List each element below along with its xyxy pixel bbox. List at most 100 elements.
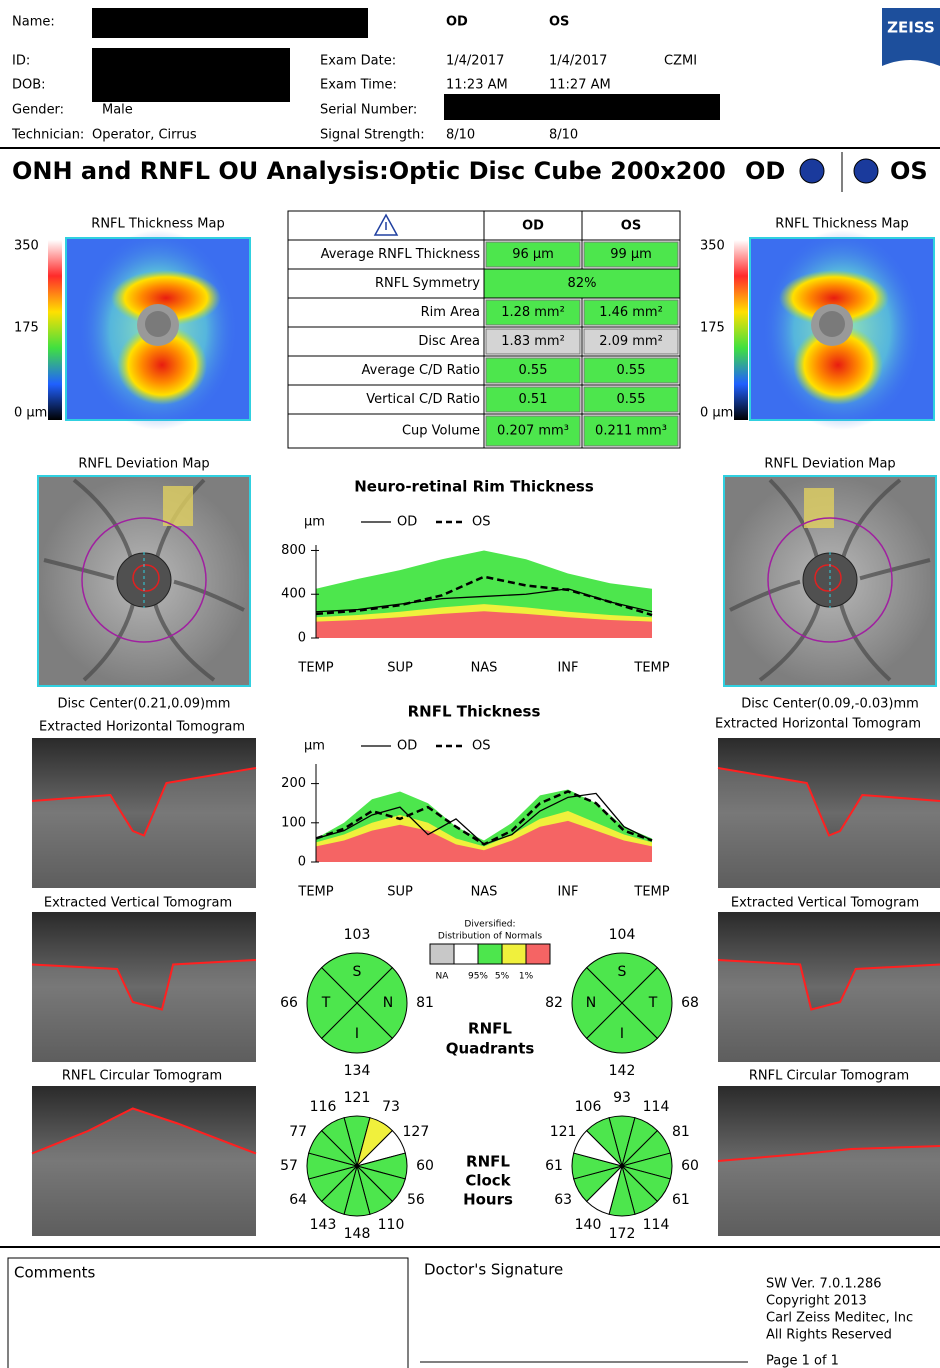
label: 350 xyxy=(700,239,725,254)
clock-value: 172 xyxy=(609,1226,636,1242)
label: 96 µm xyxy=(512,247,554,262)
label: Carl Zeiss Meditec, Inc xyxy=(766,1311,913,1326)
label: RNFL Thickness Map xyxy=(91,217,224,232)
x-tick-label: INF xyxy=(557,885,578,900)
color-scale xyxy=(48,240,62,420)
label: Average RNFL Thickness xyxy=(321,247,481,262)
legend-swatch xyxy=(502,944,526,964)
label: All Rights Reserved xyxy=(766,1328,892,1343)
quadrant-value: 68 xyxy=(681,995,699,1011)
label: 8/10 xyxy=(446,128,475,143)
label: 0.211 mm³ xyxy=(595,424,667,439)
disc xyxy=(117,553,171,607)
label: RNFL xyxy=(468,1020,512,1038)
label: 0.55 xyxy=(519,363,548,378)
clock-value: 61 xyxy=(672,1192,690,1208)
label: CZMI xyxy=(664,54,697,69)
label: Clock xyxy=(465,1172,511,1190)
label: Vertical C/D Ratio xyxy=(366,392,480,407)
clock-value: 114 xyxy=(643,1099,670,1115)
clock-value: 127 xyxy=(403,1124,430,1140)
label: 0.207 mm³ xyxy=(497,424,569,439)
label: ID: xyxy=(12,54,30,69)
label: 0.55 xyxy=(617,392,646,407)
label: RNFL Deviation Map xyxy=(764,457,895,472)
eye-dot xyxy=(854,159,878,183)
label: 175 xyxy=(700,321,725,336)
label: NA xyxy=(436,972,450,982)
clock-value: 93 xyxy=(613,1090,631,1106)
clock-value: 73 xyxy=(382,1099,400,1115)
label: Average C/D Ratio xyxy=(362,363,481,378)
label: Extracted Vertical Tomogram xyxy=(44,896,232,911)
color-scale xyxy=(734,240,748,420)
y-unit: µm xyxy=(304,515,325,530)
quadrant-letter: I xyxy=(355,1026,359,1042)
clock-value: 121 xyxy=(344,1090,371,1106)
label: RNFL Deviation Map xyxy=(78,457,209,472)
legend-label: OD xyxy=(397,739,417,754)
label: RNFL Circular Tomogram xyxy=(749,1069,909,1084)
clock-value: 64 xyxy=(289,1192,307,1208)
label: 5% xyxy=(495,972,510,982)
label: Technician: xyxy=(11,128,84,143)
clock-value: 60 xyxy=(416,1158,434,1174)
label: Extracted Horizontal Tomogram xyxy=(39,720,245,735)
quadrant-letter: T xyxy=(321,995,331,1011)
clock-value: 61 xyxy=(545,1158,563,1174)
label: 0.55 xyxy=(617,363,646,378)
label: Disc Center(0.21,0.09)mm xyxy=(58,697,231,712)
label: SW Ver. 7.0.1.286 xyxy=(766,1277,882,1292)
label: OS xyxy=(621,219,641,234)
quadrant-value: 82 xyxy=(545,995,563,1011)
label: Disc Center(0.09,-0.03)mm xyxy=(741,697,919,712)
x-tick-label: TEMP xyxy=(297,661,333,676)
quadrant-letter: N xyxy=(586,995,596,1011)
y-tick-label: 0 xyxy=(298,855,306,870)
label: RNFL Thickness Map xyxy=(775,217,908,232)
label: Extracted Vertical Tomogram xyxy=(731,896,919,911)
legend-label: OD xyxy=(397,515,417,530)
quadrant-value: 81 xyxy=(416,995,434,1011)
label: Comments xyxy=(14,1264,95,1282)
x-tick-label: TEMP xyxy=(633,885,669,900)
label: Distribution of Normals xyxy=(438,932,542,942)
y-tick-label: 200 xyxy=(281,776,306,791)
label: 175 xyxy=(14,321,39,336)
quadrant-value: 103 xyxy=(344,927,371,943)
report: Name:ID:DOB:Gender:MaleTechnician:Operat… xyxy=(0,0,940,1368)
label: Quadrants xyxy=(446,1040,535,1058)
label: Hours xyxy=(463,1191,513,1209)
label: 11:27 AM xyxy=(549,78,611,93)
page: { "header": {"name_label": "Name:", "id_… xyxy=(0,0,940,1368)
y-unit: µm xyxy=(304,739,325,754)
label: RNFL xyxy=(466,1153,510,1171)
chart-title: RNFL Thickness xyxy=(408,703,541,721)
redaction xyxy=(92,48,290,102)
label: Serial Number: xyxy=(320,103,417,118)
label: Gender: xyxy=(12,103,64,118)
label: Disc Area xyxy=(418,334,480,349)
tomo-layer xyxy=(718,1146,940,1236)
label: 1.46 mm² xyxy=(599,305,663,320)
label: 8/10 xyxy=(549,128,578,143)
logo-shape xyxy=(882,8,940,66)
x-tick-label: NAS xyxy=(471,661,498,676)
redaction xyxy=(92,8,368,38)
label: 2.09 mm² xyxy=(599,334,663,349)
label: OD xyxy=(522,219,544,234)
cup xyxy=(145,311,171,337)
label: 350 xyxy=(14,239,39,254)
chart-title: Neuro-retinal Rim Thickness xyxy=(354,478,594,496)
quadrant-letter: I xyxy=(620,1026,624,1042)
clock-value: 140 xyxy=(575,1217,602,1233)
label: Signal Strength: xyxy=(320,128,425,143)
x-tick-label: NAS xyxy=(471,885,498,900)
label: Diversified: xyxy=(464,920,515,930)
label: Exam Date: xyxy=(320,54,396,69)
label: Cup Volume xyxy=(402,424,480,439)
clock-value: 114 xyxy=(643,1217,670,1233)
label: DOB: xyxy=(12,78,46,93)
quadrant-value: 104 xyxy=(609,927,636,943)
label: RNFL Circular Tomogram xyxy=(62,1069,222,1084)
